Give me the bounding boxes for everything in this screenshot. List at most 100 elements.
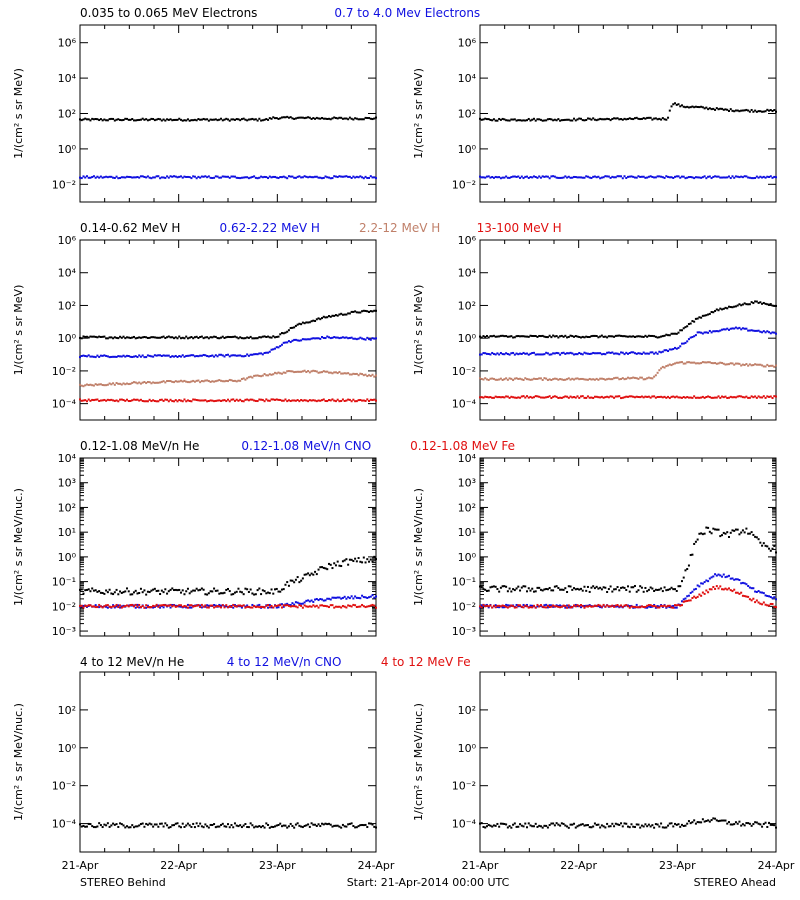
data-point [668,588,671,591]
data-point [625,177,628,180]
data-point [334,824,337,827]
data-point [105,337,108,340]
data-point [517,175,520,178]
data-point [703,581,706,584]
data-point [159,336,162,339]
data-point [298,322,301,325]
data-point [553,395,556,398]
data-point [745,175,748,178]
data-point [362,177,365,180]
data-point [371,603,374,606]
data-point [79,588,81,591]
data-point [625,822,628,825]
data-point [585,396,588,399]
data-point [646,352,649,355]
data-point [127,118,130,121]
data-point [94,398,97,401]
data-point [752,177,755,180]
data-point [693,542,696,545]
data-point [105,119,108,122]
data-point [747,364,750,367]
data-point [696,584,699,587]
data-point [613,335,616,338]
data-point [771,364,774,367]
data-point [522,395,525,398]
data-point [553,377,556,380]
data-point [579,395,582,398]
data-point [503,176,506,179]
data-point [755,110,758,113]
data-point [350,595,353,598]
data-point [576,176,579,179]
data-point [317,176,320,179]
data-point [682,824,685,827]
data-point [689,322,692,325]
data-point [275,587,278,590]
data-point [190,825,193,828]
data-point [119,382,122,385]
data-point [621,118,624,121]
data-point [92,826,95,829]
data-point [524,119,527,122]
data-point [249,118,252,121]
data-point [621,377,624,380]
data-point [244,354,247,357]
data-point [724,363,727,366]
data-point [654,351,657,354]
data-point [586,378,589,381]
data-point [340,597,343,600]
data-point [305,321,308,324]
data-point [221,604,224,607]
data-point [522,378,525,381]
data-point [129,593,132,596]
data-point [315,824,318,827]
data-point [211,590,214,593]
data-point [368,176,371,179]
data-point [637,606,640,609]
data-point [595,395,598,398]
data-point [221,592,224,595]
data-point [319,566,322,569]
data-point [233,335,236,338]
data-point [230,379,233,382]
data-point [625,351,628,354]
data-point [141,354,144,357]
data-point [701,106,704,109]
data-point [91,605,94,608]
data-point [357,596,360,599]
data-point [769,602,772,605]
data-point [734,109,737,112]
data-point [754,395,757,398]
data-series [479,102,777,122]
data-point [260,352,263,355]
data-point [347,398,350,401]
data-point [119,604,122,607]
data-point [105,589,108,592]
data-point [357,557,360,560]
data-point [727,328,730,331]
data-point [700,532,703,535]
data-point [193,589,196,592]
data-point [644,176,647,179]
data-point [752,329,755,332]
data-point [520,586,523,589]
data-point [705,177,708,180]
data-point [327,822,330,825]
data-point [253,353,256,356]
data-point [480,606,483,609]
data-point [567,606,570,609]
data-point [606,336,609,339]
data-point [355,596,358,599]
data-point [345,175,348,178]
data-point [637,117,640,120]
data-point [312,573,315,576]
data-point [162,176,165,179]
data-point [307,605,310,608]
data-point [101,119,104,122]
data-point [265,398,268,401]
data-point [197,355,200,358]
data-point [492,396,495,399]
data-point [213,335,216,338]
data-point [726,108,729,111]
data-point [733,327,736,330]
